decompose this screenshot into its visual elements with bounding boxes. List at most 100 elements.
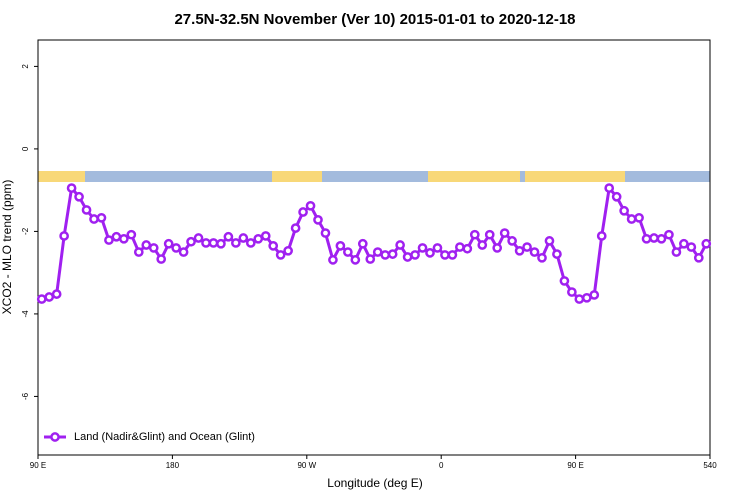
point [641,233,652,244]
point [589,290,600,300]
point [51,289,62,299]
point [148,243,159,253]
point [649,233,659,243]
point [507,236,517,246]
point [656,233,667,244]
point [417,243,428,253]
land-strip [428,171,520,182]
point [679,238,689,249]
point [634,212,644,223]
point [626,214,637,224]
point [350,255,361,265]
legend-label: Land (Nadir&Glint) and Ocean (Glint) [74,431,255,443]
x-axis-label: Longitude (deg E) [327,476,422,490]
point [365,254,376,264]
point [604,183,615,193]
point [567,287,577,297]
point [440,250,450,260]
point [231,238,241,248]
point [455,242,465,252]
point [432,243,443,253]
x-tick-label: 0 [439,461,444,470]
point [305,200,316,211]
point [298,207,308,217]
point [36,294,47,304]
point [492,243,503,253]
y-axis-label: XCO2 - MLO trend (ppm) [0,180,14,315]
point [529,247,540,257]
point [268,240,279,251]
point [133,247,144,257]
x-tick-label: 180 [166,461,180,470]
point [410,250,420,260]
land-strip [38,171,85,182]
point [484,229,495,240]
point [223,231,234,242]
point [66,183,77,193]
point [201,238,211,248]
point [44,292,55,302]
x-tick-label: 90 E [567,461,583,470]
point [96,212,107,223]
y-tick-label: 2 [21,64,30,69]
point [104,235,114,245]
point [119,233,129,244]
point [275,250,286,260]
point [141,240,152,250]
point [552,249,562,259]
y-tick-label: -2 [21,227,30,235]
x-tick-label: 540 [703,461,717,470]
point [290,223,301,233]
point [283,245,293,256]
point [171,243,181,253]
point [522,242,532,252]
point [111,231,122,242]
point [89,214,99,224]
point [514,245,525,256]
x-tick-label: 90 E [30,461,46,470]
land-strip [525,171,625,182]
point [216,238,226,249]
point [686,242,697,252]
point [499,228,510,238]
point [357,238,368,249]
point [664,229,674,240]
point [208,238,219,248]
ocean-strip [38,171,710,182]
point [335,240,346,251]
y-tick-label: 0 [21,146,30,151]
point [238,233,249,243]
point [126,229,137,240]
plot-frame [37,39,711,456]
point [253,233,264,244]
point [574,294,585,304]
point [372,247,383,257]
point [425,248,435,258]
point [59,231,69,241]
point [313,215,323,225]
x-tick-label: 90 W [297,461,316,470]
point [178,247,189,257]
point [387,249,398,259]
land-ocean-strip [38,171,710,182]
point [447,250,458,260]
point [611,191,622,202]
point [245,238,256,248]
point [596,231,607,241]
point [380,250,391,260]
y-tick-label: -6 [21,392,30,400]
point [328,255,338,265]
point [537,252,547,263]
point [559,276,570,286]
chart-title: 27.5N-32.5N November (Ver 10) 2015-01-01… [174,11,575,28]
point [462,243,473,254]
point [693,252,704,263]
point [477,240,488,250]
point [402,252,413,262]
point [74,191,84,202]
point [260,231,271,241]
point [163,238,174,249]
point [156,254,167,264]
point [186,236,196,247]
